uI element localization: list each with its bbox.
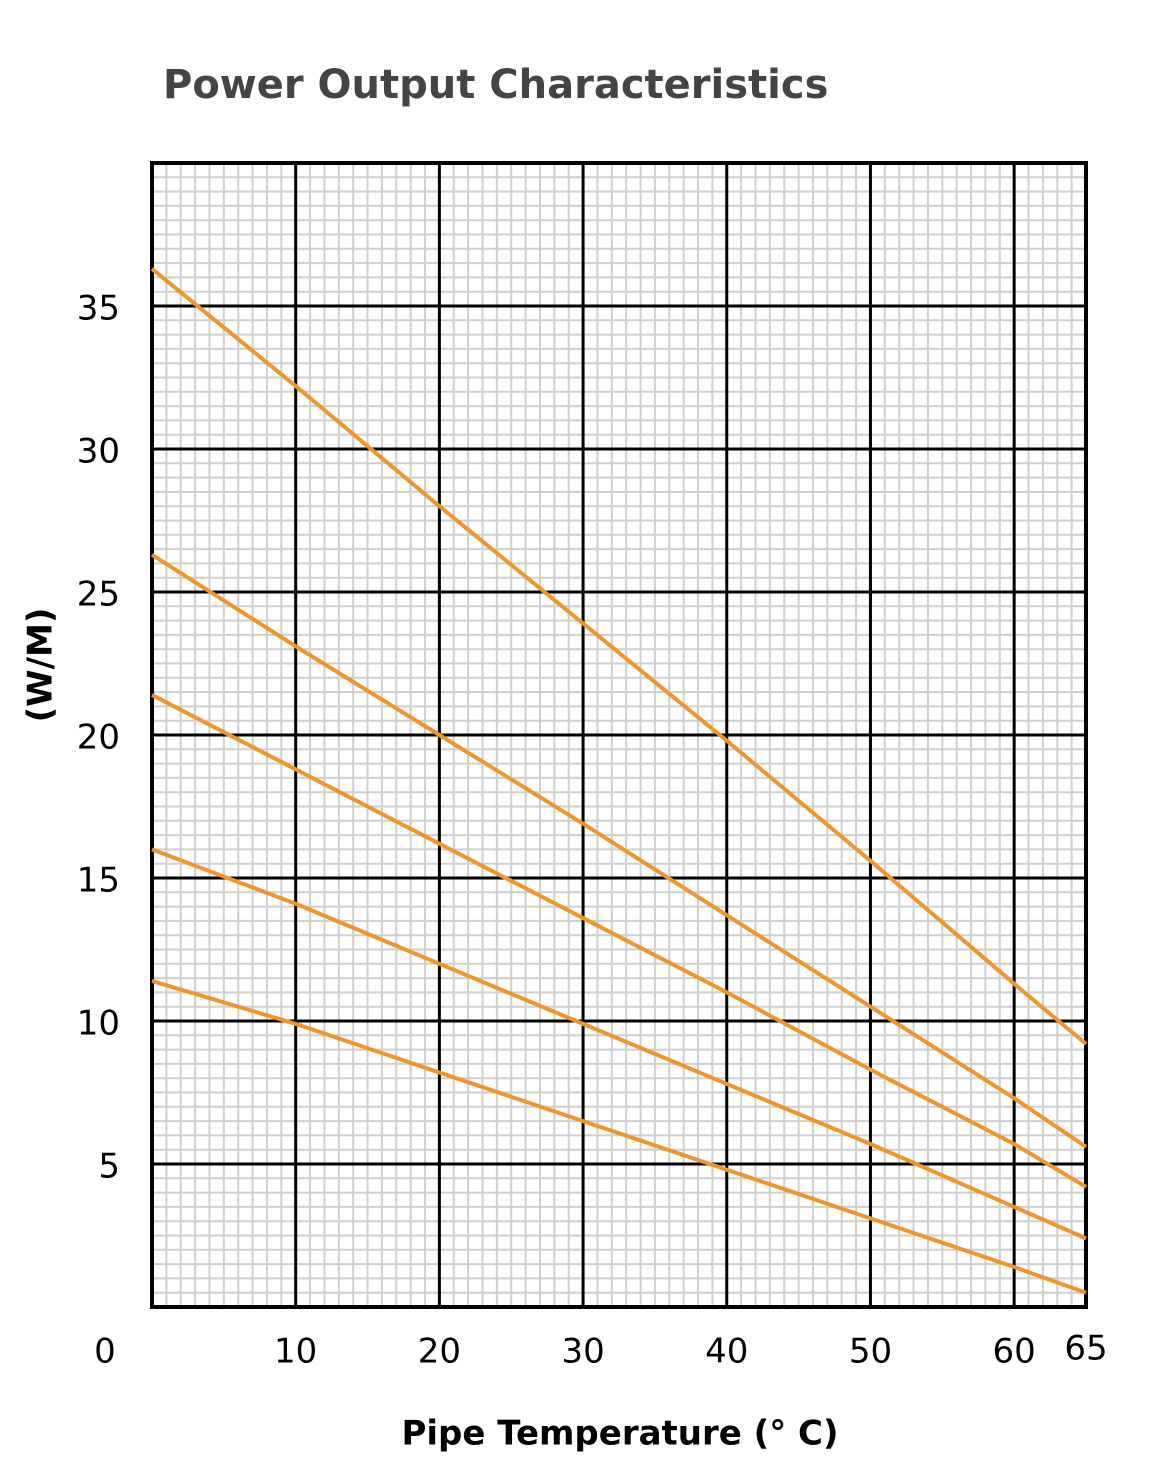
- x-tick-label: 0: [94, 1332, 116, 1372]
- data-line: [150, 553, 1088, 1149]
- y-tick-label: 30: [77, 432, 120, 472]
- x-tick-label: 65: [1064, 1329, 1107, 1369]
- y-tick-label: 20: [77, 718, 120, 758]
- plot-frame: [150, 161, 1088, 1309]
- data-line: [151, 847, 1087, 1241]
- y-tick-label: 35: [77, 289, 120, 329]
- y-tick-label: 10: [77, 1004, 120, 1044]
- x-tick-label: 30: [561, 1332, 604, 1372]
- x-tick-label: 50: [849, 1332, 892, 1372]
- y-tick-label: 15: [77, 861, 120, 901]
- x-tick-label: 60: [993, 1332, 1036, 1372]
- data-line: [151, 693, 1088, 1189]
- data-line: [151, 979, 1087, 1295]
- y-tick-label: 25: [77, 575, 120, 615]
- x-tick-label: 10: [274, 1332, 317, 1372]
- x-axis-label: Pipe Temperature (° C): [401, 1414, 838, 1454]
- chart-title: Power Output Characteristics: [163, 62, 828, 108]
- x-tick-label: 40: [705, 1332, 748, 1372]
- y-tick-label: 5: [98, 1147, 120, 1187]
- x-tick-label: 20: [418, 1332, 461, 1372]
- data-line: [150, 267, 1088, 1046]
- y-axis-label: (W/M): [21, 608, 61, 723]
